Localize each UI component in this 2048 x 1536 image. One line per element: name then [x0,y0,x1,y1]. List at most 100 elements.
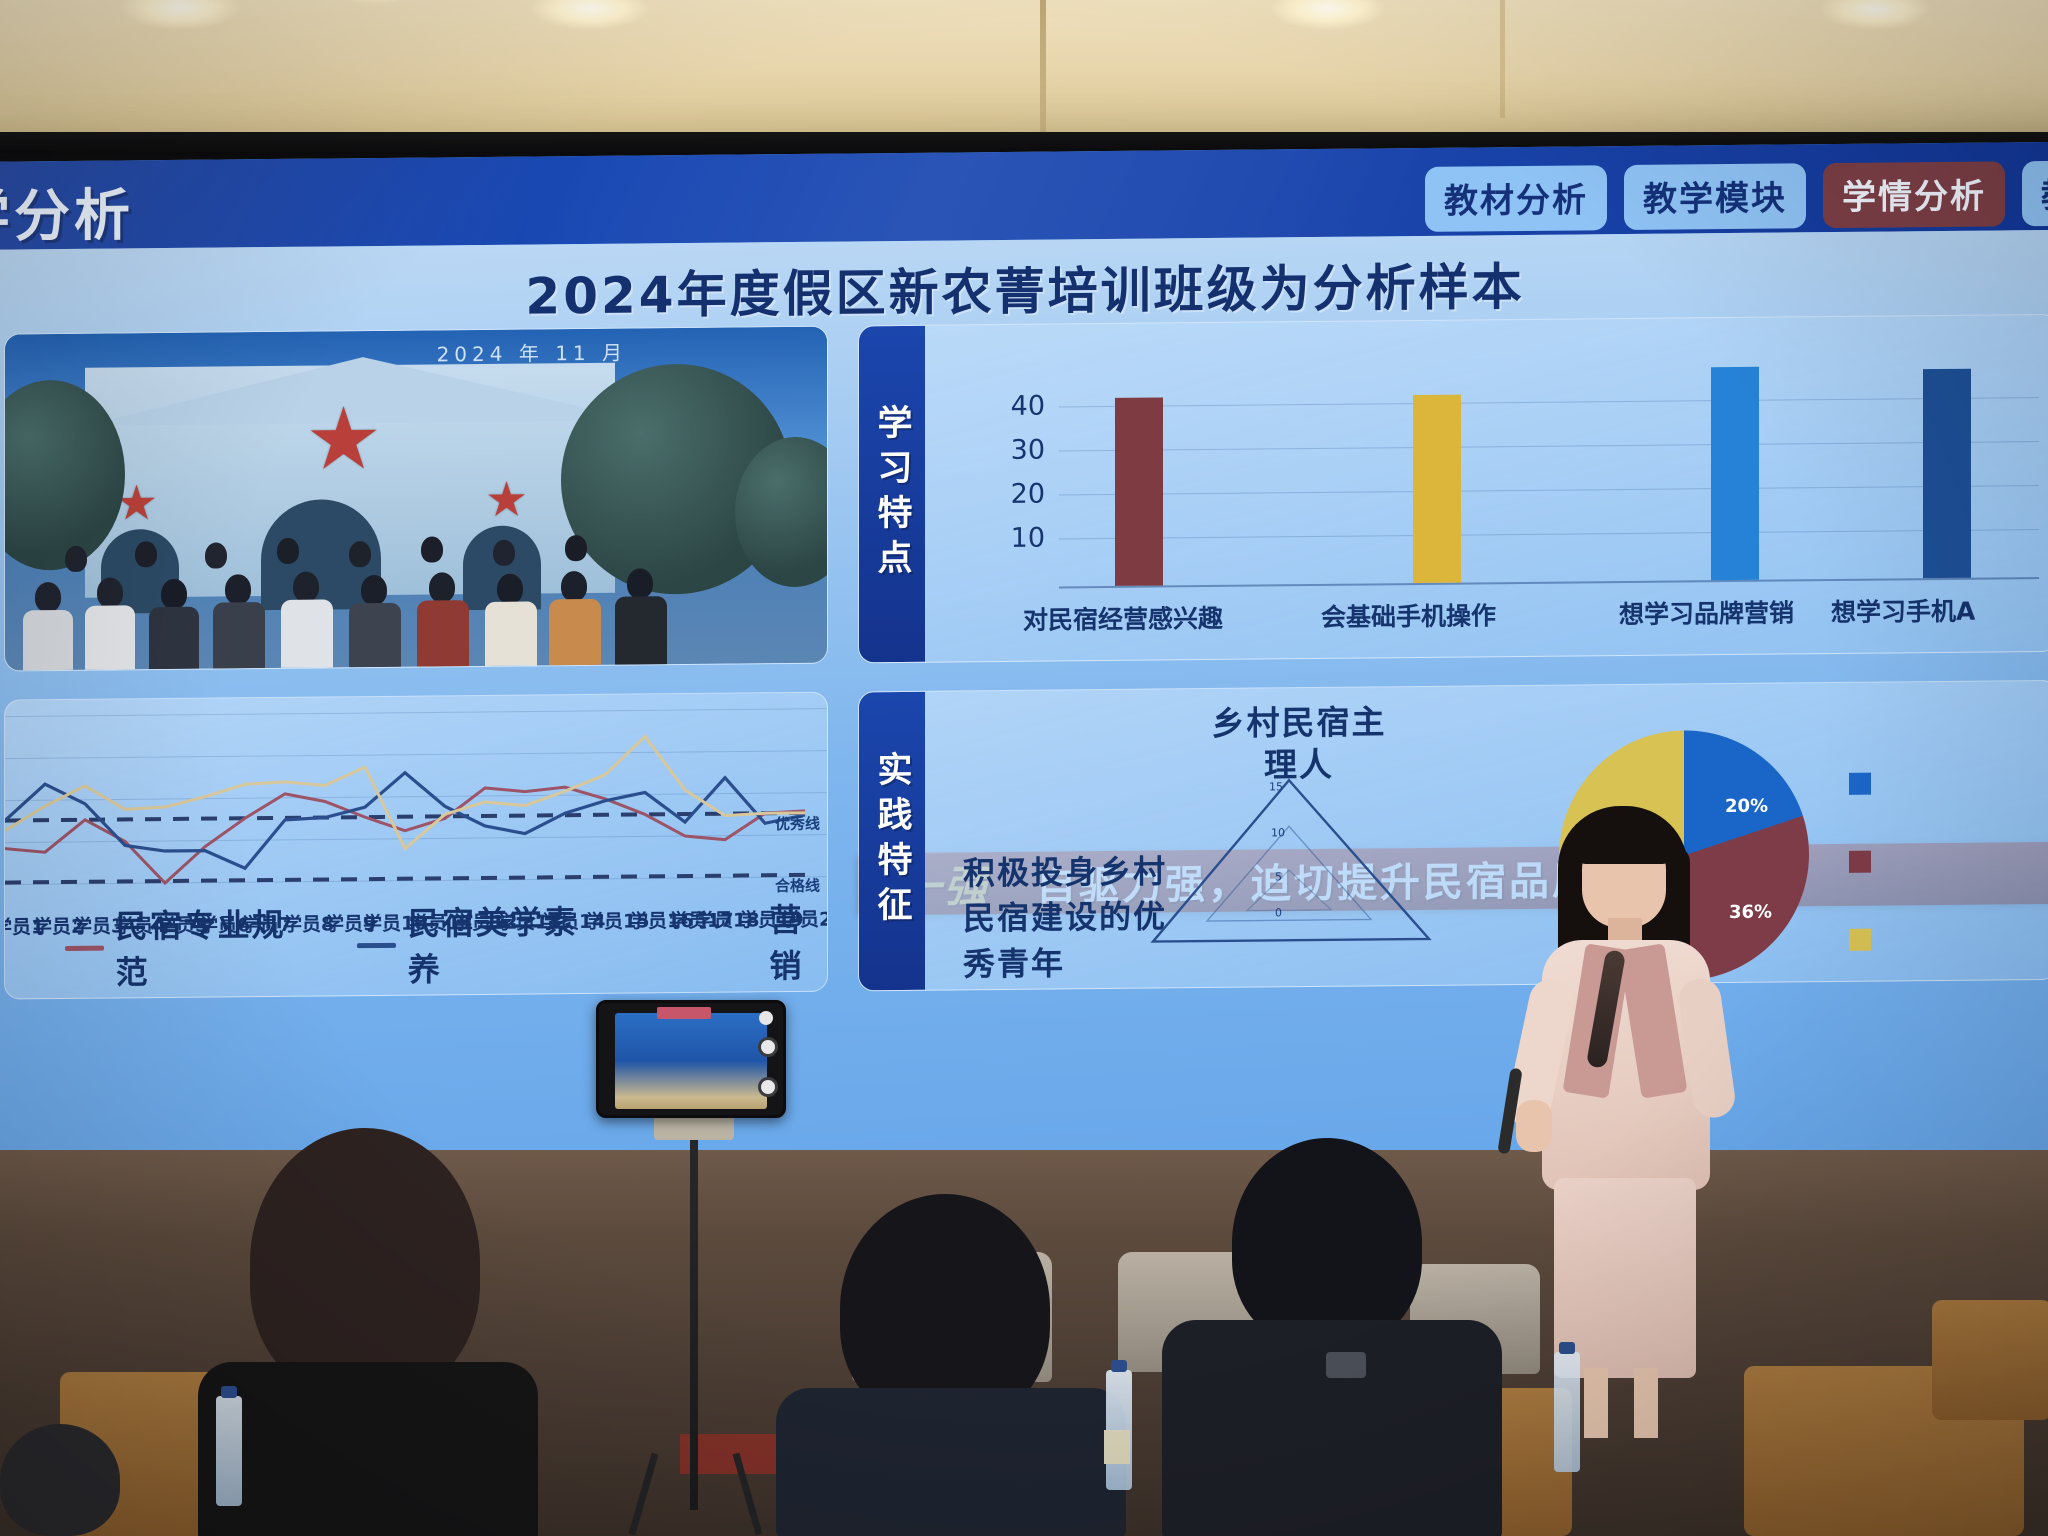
legend-item-marketing: 营销 [769,895,827,988]
line-chart-legend: 民宿专业规范 民宿美学素养 营销 [65,895,827,994]
audience-chair [1932,1300,2048,1420]
photo-date-label: 2024 年 11 月 [436,340,627,367]
photo-person [149,606,199,670]
presenter-skirt [1554,1178,1696,1378]
legend-item-professional-standard: 民宿专业规范 [65,900,287,994]
audience-head [0,1424,120,1536]
photo-person [421,536,443,563]
photo-person [429,572,455,603]
photo-crowd [5,523,827,671]
presenter [1497,800,1740,1440]
photo-person [213,602,265,669]
bottle-cap [221,1386,237,1398]
photo-person [277,537,299,564]
bar-1 [1413,394,1461,584]
pie-legend-item-yellow [1849,928,1871,951]
radar-tick-5: 5 [1275,870,1282,883]
red-star-center-icon: ★ [305,388,383,490]
photo-person [161,578,187,610]
bottle-cap [1559,1342,1575,1354]
legend-item-aesthetic-literacy: 民宿美学素养 [357,897,579,991]
radar-tick-15: 15 [1269,780,1283,793]
ceiling-light [530,0,650,30]
legend-label: 营销 [769,900,804,986]
photo-person [561,570,587,602]
pie-legend-item-red [1849,850,1871,873]
tab-jiaoxue-mokuai[interactable]: 教学模块 [1624,163,1806,231]
legend-swatch [1849,928,1871,951]
ceiling-light [1270,0,1386,30]
pie-legend-item-blue [1849,772,1871,795]
radar-title-line1: 乡村民宿主 [1211,702,1387,743]
pie-chart-legend [1849,772,1871,951]
photo-person [361,574,387,606]
ref-line-label-excellent: 优秀线 [775,815,820,833]
phone-shutter-button[interactable] [758,1037,778,1057]
red-star-right-icon: ★ [485,471,529,528]
photo-person [225,574,251,605]
legend-swatch [65,945,104,951]
phone-gallery-button[interactable] [758,1077,778,1097]
presenter-hand-left [1516,1100,1552,1152]
radar-chart-svg: 15 10 5 0 [1150,778,1432,943]
bar-y-tick: 30 [1010,434,1045,466]
line-chart-svg: 优秀线 合格线 [4,708,828,895]
bar-baseline [1059,577,2039,589]
radar-tick-0: 0 [1275,906,1282,919]
presenter-fringe [1576,822,1672,864]
bar-gridline [1059,397,2039,408]
slide-header-title: 学分析 [0,183,134,251]
learning-traits-panel: 学习特点 40 30 20 10 [858,313,2048,664]
bar-x-tick: 会基础手机操作 [1321,601,1497,632]
audience-head [250,1128,480,1398]
photo-person [497,573,523,604]
water-bottle [1554,1352,1580,1472]
ceiling [0,0,2048,150]
learning-traits-tag: 学习特点 [859,325,925,663]
group-photo-panel: ★ ★ ★ [4,325,828,672]
tab-clipped[interactable]: 教 [2022,160,2048,227]
photo-person [349,602,401,668]
tab-xueqing-fenxi[interactable]: 学情分析 [1823,161,2005,229]
photo-person [85,605,135,670]
slide-tab-bar[interactable]: 教材分析 教学模块 学情分析 教 [1425,160,2048,232]
phone-front-camera-icon [759,1011,773,1025]
bar-y-tick: 40 [1010,390,1045,422]
bar-3 [1923,368,1971,579]
bar-2 [1711,366,1759,581]
bar-chart-plot [1059,349,2039,589]
photo-person [65,545,87,572]
bottle-label [1104,1430,1130,1464]
photo-person [615,596,667,665]
tab-jiaocai-fenxi[interactable]: 教材分析 [1425,165,1607,232]
practice-traits-tag-label: 实践特征 [871,750,912,932]
bar-gridline [1059,441,2039,452]
photo-person [493,539,515,566]
ceiling-seam-secondary [1500,0,1505,118]
bar-gridline [1059,485,2039,496]
audience-head [1232,1138,1422,1348]
legend-label: 民宿专业规范 [115,905,286,992]
recording-phone[interactable] [596,1000,786,1118]
photo-person [293,571,319,602]
photo-person [565,534,587,562]
photo-person [417,600,469,667]
bar-0 [1115,397,1163,586]
photo-person [97,577,123,608]
bar-chart-x-axis: 对民宿经营感兴趣 会基础手机操作 想学习品牌营销 想学习手机A [1023,591,2048,641]
audience-body [776,1388,1126,1536]
phone-screen[interactable] [615,1013,767,1109]
legend-label: 民宿美学素养 [407,903,578,989]
tripod-pole [690,1030,698,1510]
bar-y-tick: 20 [1010,478,1045,510]
audience-shirt-logo [1326,1352,1366,1378]
photo-person [23,609,73,671]
audience-head [840,1194,1050,1424]
bottle-cap [1111,1360,1127,1372]
legend-swatch [357,942,396,948]
bar-chart-y-axis: 40 30 20 10 [989,385,1045,562]
photo-person [205,542,227,569]
photo-person [485,601,537,666]
legend-swatch [1849,772,1871,795]
